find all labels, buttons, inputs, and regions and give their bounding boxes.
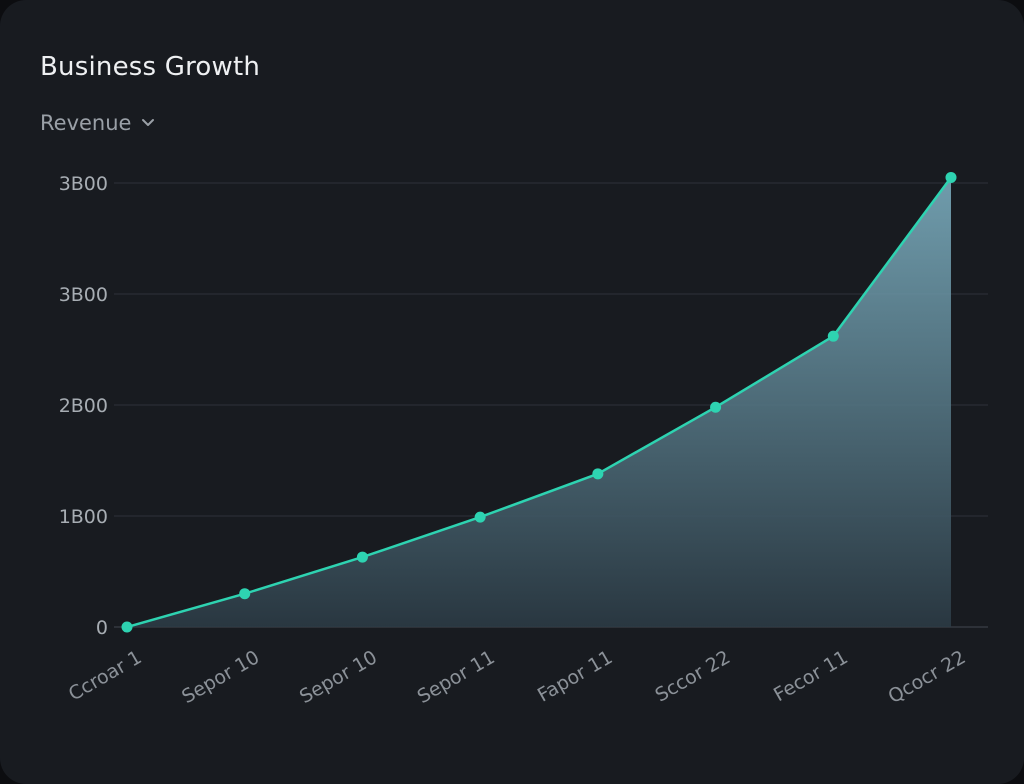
y-tick-label: 0 [96,617,108,639]
data-point[interactable] [827,330,839,342]
x-tick-label: Sepor 11 [414,646,499,708]
data-point[interactable] [592,468,604,480]
data-point[interactable] [710,401,722,413]
x-tick-label: Fapor 11 [534,646,616,706]
x-tick-label: Qcocr 22 [884,646,969,708]
x-tick-label: Ccroar 1 [65,646,146,705]
x-tick-label: Sccor 22 [652,646,735,706]
data-point[interactable] [121,621,133,633]
x-tick-label: Sepor 10 [178,646,263,708]
chevron-down-icon [142,119,155,126]
x-tick-label: Fecor 11 [770,646,852,706]
data-point[interactable] [356,551,368,563]
y-tick-label: 3B00 [59,284,108,306]
metric-dropdown-label: Revenue [40,111,132,135]
y-tick-label: 3B00 [59,173,108,195]
y-tick-label: 2B00 [59,395,108,417]
data-point[interactable] [474,511,486,523]
x-tick-label: Sepor 10 [296,646,381,708]
data-point[interactable] [239,588,251,600]
y-tick-label: 1B00 [59,506,108,528]
metric-dropdown[interactable]: Revenue [40,111,155,135]
data-point[interactable] [945,171,957,183]
series-line [125,176,953,629]
chart-title: Business Growth [40,52,261,82]
area-fill [127,177,951,627]
